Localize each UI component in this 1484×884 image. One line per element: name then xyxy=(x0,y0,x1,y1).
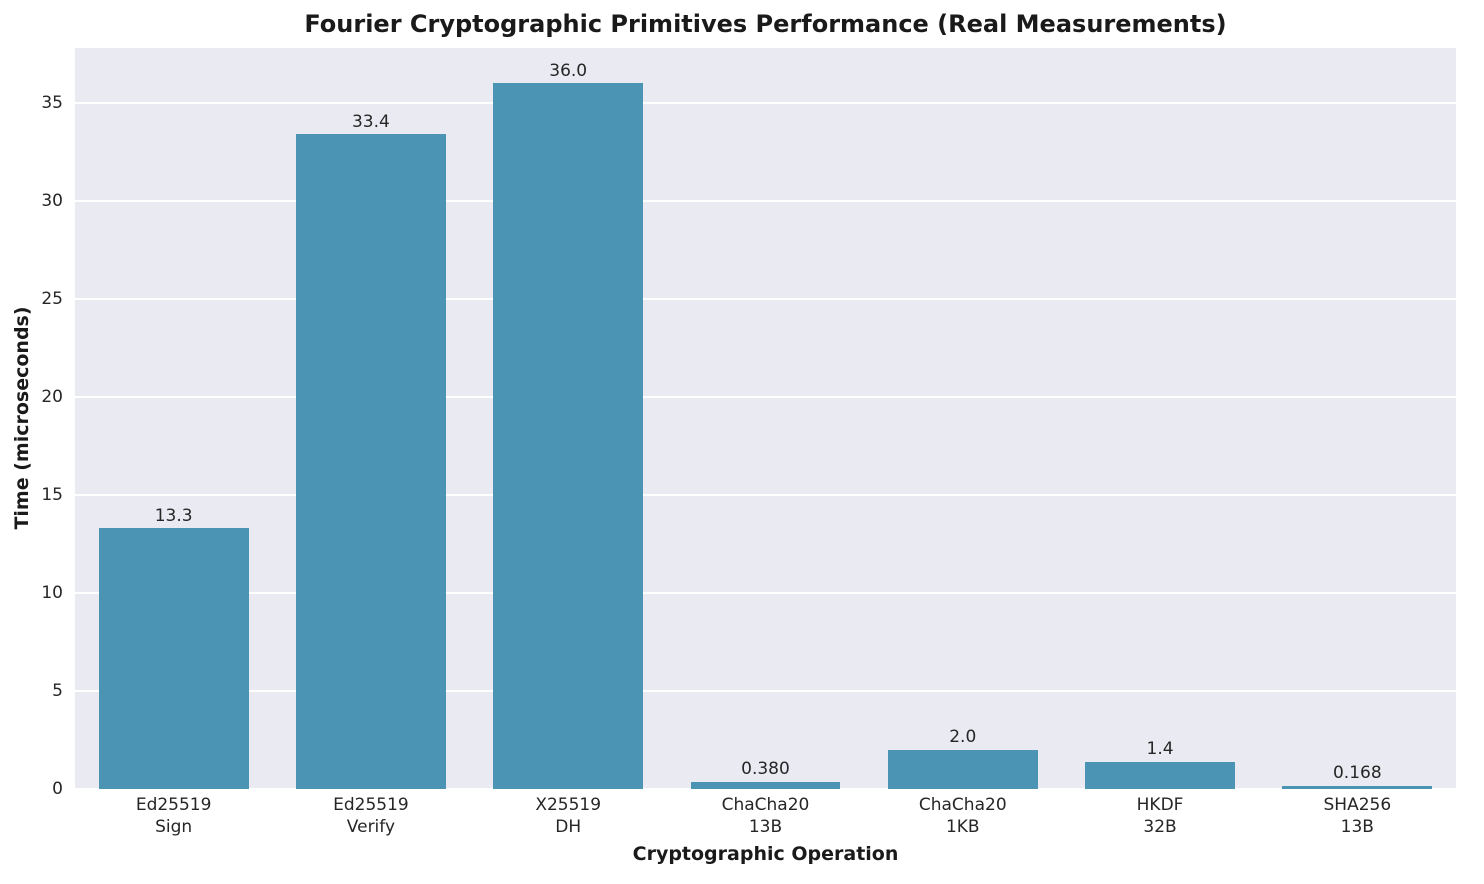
bar-slot: 36.0 xyxy=(470,48,667,789)
x-tick-label: X25519 DH xyxy=(535,795,602,838)
gridline xyxy=(75,493,1456,496)
bar-value-label: 0.380 xyxy=(741,758,790,779)
gridline xyxy=(75,297,1456,300)
bar xyxy=(295,134,446,789)
bar-value-label: 2.0 xyxy=(949,727,977,748)
bar-slot: 13.3 xyxy=(75,48,272,789)
bars-layer: 13.3 33.4 36.0 0.380 2.0 1.4 0.168 xyxy=(75,48,1456,789)
bar-slot: 33.4 xyxy=(272,48,469,789)
bar xyxy=(98,528,249,789)
y-tick-label: 15 xyxy=(41,484,63,505)
bar-value-label: 13.3 xyxy=(154,505,193,526)
x-tick-labels-layer: Ed25519 Sign Ed25519 Verify X25519 DH ChaCh… xyxy=(75,794,1456,838)
gridline xyxy=(75,689,1456,692)
y-axis-label: Time (microseconds) xyxy=(11,306,33,530)
x-tick-label: Ed25519 Verify xyxy=(333,795,409,838)
bar xyxy=(887,749,1038,789)
y-tick-label: 10 xyxy=(41,582,63,603)
y-tick-label: 35 xyxy=(41,92,63,113)
gridline xyxy=(75,199,1456,202)
y-tick-label: 30 xyxy=(41,190,63,211)
x-tick-label: SHA256 13B xyxy=(1323,795,1392,838)
bar-slot: 1.4 xyxy=(1061,48,1258,789)
y-tick-label: 5 xyxy=(52,680,63,701)
gridline xyxy=(75,101,1456,104)
bar-slot: 0.168 xyxy=(1259,48,1456,789)
x-tick-label: ChaCha20 1KB xyxy=(918,795,1007,838)
x-tick-label: ChaCha20 13B xyxy=(721,795,810,838)
bar-slot: 2.0 xyxy=(864,48,1061,789)
bar-value-label: 1.4 xyxy=(1146,738,1174,759)
bar xyxy=(1085,761,1235,789)
bar-value-label: 0.168 xyxy=(1332,763,1382,784)
bar-value-label: 36.0 xyxy=(549,60,588,81)
chart-title: Fourier Cryptographic Primitives Perform… xyxy=(304,10,1227,38)
x-axis-label: Cryptographic Operation xyxy=(632,843,899,865)
bar-slot: 0.380 xyxy=(667,48,864,789)
y-tick-label: 0 xyxy=(52,779,63,799)
y-tick-label: 25 xyxy=(41,288,63,309)
bar xyxy=(1282,785,1433,789)
y-tick-label: 20 xyxy=(41,386,63,407)
plot-area: 0 5 10 15 20 25 30 35 13.3 33.4 36.0 0.380 2.0 1.4 0.… xyxy=(41,48,1456,799)
gridline xyxy=(75,788,1456,790)
gridline xyxy=(75,395,1456,398)
bar xyxy=(493,83,644,789)
x-tick-label: Ed25519 Sign xyxy=(135,795,212,838)
x-tick-label: HKDF 32B xyxy=(1136,795,1184,838)
gridline xyxy=(75,591,1456,594)
bar-value-label: 33.4 xyxy=(351,111,390,132)
bar xyxy=(690,781,841,789)
